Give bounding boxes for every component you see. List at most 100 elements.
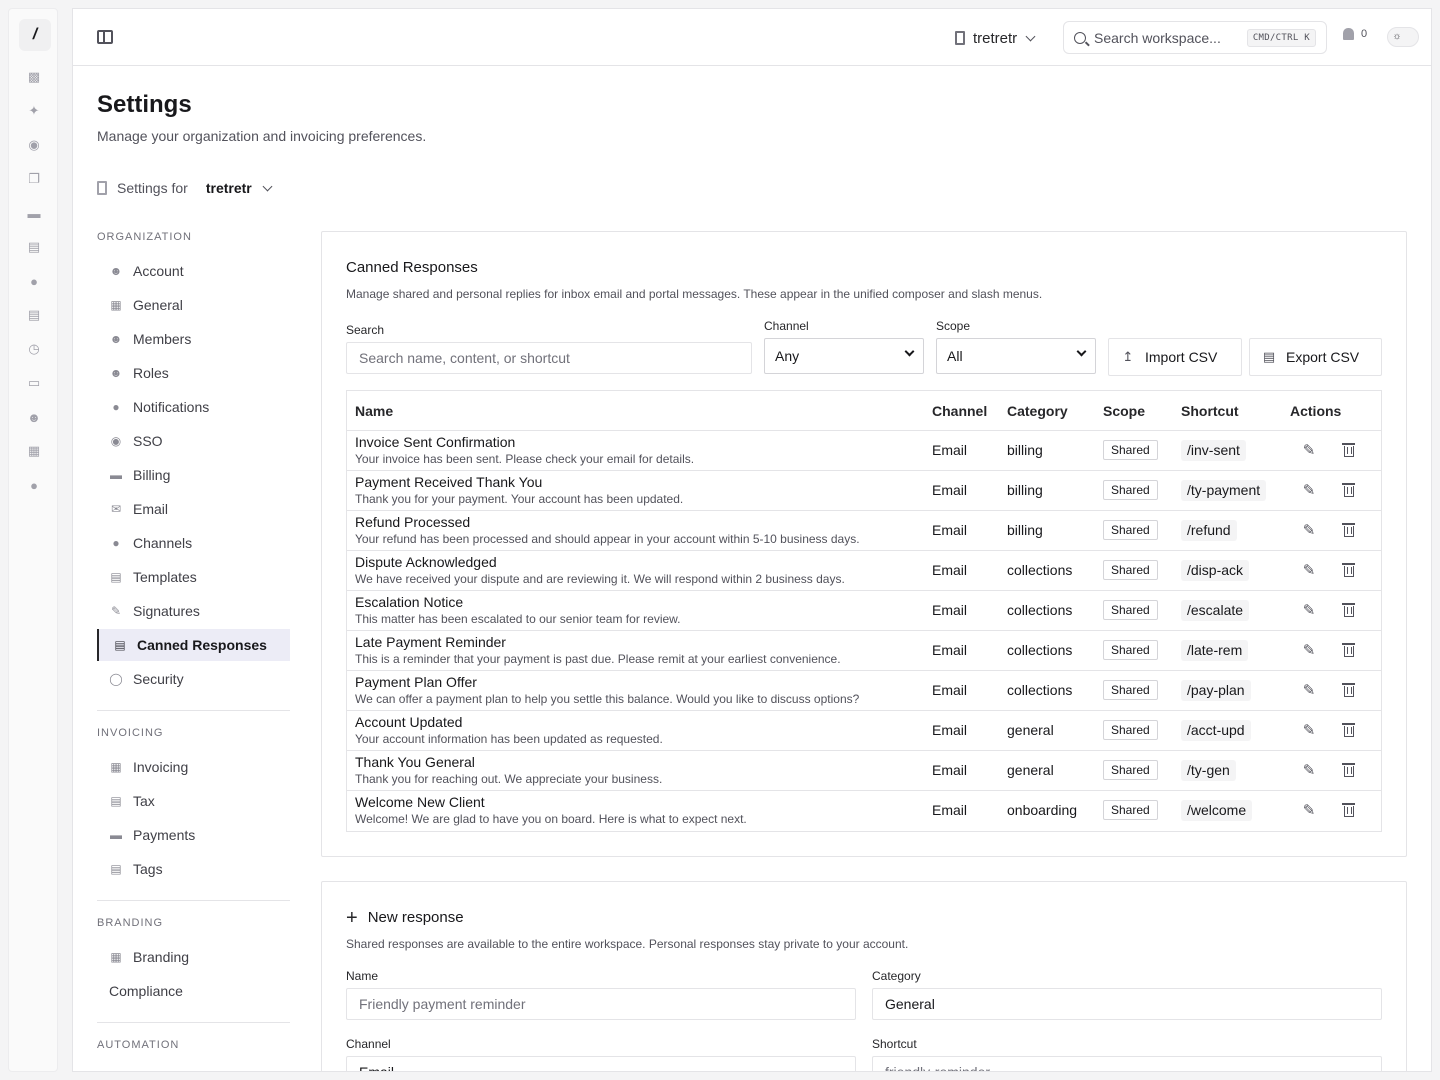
nav-item-signatures[interactable]: ✎ Signatures — [97, 595, 290, 627]
nav-item-email[interactable]: ✉ Email — [97, 493, 290, 525]
trash-icon[interactable] — [1340, 522, 1358, 540]
new-response-description: Shared responses are available to the en… — [346, 937, 909, 951]
table-row[interactable]: Invoice Sent Confirmation Your invoice ha… — [347, 431, 1381, 471]
response-name: Account Updated — [355, 714, 463, 730]
channel-select[interactable]: Email — [346, 1056, 856, 1071]
edit-icon[interactable]: ✎ — [1302, 602, 1316, 619]
workspace-search[interactable]: Search workspace... CMD/CTRL K — [1063, 21, 1327, 54]
edit-icon[interactable]: ✎ — [1302, 682, 1316, 699]
scope-select[interactable]: All — [936, 338, 1096, 374]
trash-icon[interactable] — [1340, 642, 1358, 660]
wallet-icon: ▬ — [110, 828, 122, 842]
copy-icon[interactable]: ❐ — [28, 171, 40, 186]
users-icon[interactable]: ☻ — [27, 409, 41, 425]
response-name: Late Payment Reminder — [355, 634, 506, 650]
theme-toggle[interactable]: ☼ — [1387, 27, 1419, 47]
nav-item-label: Email — [133, 501, 169, 517]
nav-item-canned-responses[interactable]: ▤ Canned Responses — [97, 629, 290, 661]
import-csv-button[interactable]: ↥ Import CSV — [1108, 338, 1242, 376]
chevron-down-icon — [262, 181, 273, 191]
response-name: Thank You General — [355, 754, 475, 770]
trash-icon[interactable] — [1340, 762, 1358, 780]
trash-icon[interactable] — [1340, 442, 1358, 460]
column-header[interactable]: Shortcut — [1181, 403, 1239, 419]
export-csv-button[interactable]: ▤ Export CSV — [1249, 338, 1382, 376]
trash-icon[interactable] — [1340, 602, 1358, 620]
name-input[interactable]: Friendly payment reminder — [346, 988, 856, 1020]
palette-icon[interactable]: ◉ — [28, 137, 40, 152]
edit-icon[interactable]: ✎ — [1302, 562, 1316, 579]
trash-icon[interactable] — [1340, 682, 1358, 700]
settings-for[interactable]: Settings for tretretr — [97, 180, 273, 196]
table-row[interactable]: Late Payment Reminder This is a reminder … — [347, 631, 1381, 671]
edit-icon[interactable]: ✎ — [1302, 802, 1316, 819]
calendar-icon[interactable]: ▦ — [27, 443, 41, 458]
scope-badge: Shared — [1103, 640, 1158, 660]
nav-item-security[interactable]: ◯ Security — [97, 663, 290, 695]
search-input[interactable]: Search name, content, or shortcut — [346, 342, 752, 374]
document-icon[interactable]: ▤ — [27, 239, 41, 254]
category-input[interactable]: General — [872, 988, 1382, 1020]
wand-icon[interactable]: ✦ — [28, 103, 40, 118]
app-logo[interactable]: / — [19, 19, 51, 51]
nav-item-notifications[interactable]: ● Notifications — [97, 391, 290, 423]
trash-icon[interactable] — [1340, 562, 1358, 580]
shortcut-chip: /welcome — [1181, 800, 1253, 821]
trash-icon[interactable] — [1340, 802, 1358, 820]
table-row[interactable]: Dispute Acknowledged We have received you… — [347, 551, 1381, 591]
nav-item-invoicing[interactable]: ▦ Invoicing — [97, 751, 290, 783]
table-row[interactable]: Thank You General Thank you for reaching … — [347, 751, 1381, 791]
nav-item-branding[interactable]: ▦ Branding — [97, 941, 290, 973]
nav-item-account[interactable]: ☻ Account — [97, 255, 290, 287]
edit-icon[interactable]: ✎ — [1302, 482, 1316, 499]
nav-item-billing[interactable]: ▬ Billing — [97, 459, 290, 491]
user-gear-icon: ☻ — [109, 264, 123, 278]
table-row[interactable]: Refund Processed Your refund has been pro… — [347, 511, 1381, 551]
folder-icon[interactable]: ▭ — [27, 375, 41, 390]
trash-icon[interactable] — [1340, 482, 1358, 500]
column-header[interactable]: Scope — [1103, 403, 1146, 419]
response-channel: Email — [932, 722, 968, 738]
column-header[interactable]: Name — [355, 403, 394, 419]
table-row[interactable]: Payment Plan Offer We can offer a payment… — [347, 671, 1381, 711]
org-switcher[interactable]: tretretr — [955, 26, 1036, 50]
nav-item-label: Signatures — [133, 603, 200, 619]
edit-icon[interactable]: ✎ — [1302, 762, 1316, 779]
nav-item-payments[interactable]: ▬ Payments — [97, 819, 290, 851]
sidebar-toggle-icon[interactable] — [97, 30, 113, 44]
edit-icon[interactable]: ✎ — [1302, 642, 1316, 659]
nav-item-tax[interactable]: ▤ Tax — [97, 785, 290, 817]
table-row[interactable]: Payment Received Thank You Thank you for … — [347, 471, 1381, 511]
table-row[interactable]: Account Updated Your account information … — [347, 711, 1381, 751]
table-row[interactable]: Escalation Notice This matter has been es… — [347, 591, 1381, 631]
alert-icon[interactable]: ● — [30, 477, 38, 493]
bell-icon: ● — [112, 400, 120, 414]
invoice-icon[interactable]: ▤ — [27, 307, 41, 322]
clock-icon[interactable]: ◷ — [28, 341, 40, 356]
notifications-button[interactable]: 0 — [1343, 28, 1367, 40]
nav-item-compliance[interactable]: Compliance — [97, 975, 290, 1007]
channel-select[interactable]: Any — [764, 338, 924, 374]
sun-icon: ☼ — [1392, 31, 1402, 42]
nav-item-channels[interactable]: ● Channels — [97, 527, 290, 559]
nav-item-templates[interactable]: ▤ Templates — [97, 561, 290, 593]
inbox-icon[interactable]: ▩ — [27, 69, 41, 84]
nav-item-general[interactable]: ▦ General — [97, 289, 290, 321]
nav-item-roles[interactable]: ☻ Roles — [97, 357, 290, 389]
nav-item-tags[interactable]: ▤ Tags — [97, 853, 290, 885]
column-header[interactable]: Channel — [932, 403, 988, 419]
response-name: Escalation Notice — [355, 594, 464, 610]
edit-icon[interactable]: ✎ — [1302, 442, 1316, 459]
shortcut-input[interactable]: friendly-reminder — [872, 1056, 1382, 1071]
nav-item-members[interactable]: ☻ Members — [97, 323, 290, 355]
trash-icon[interactable] — [1340, 722, 1358, 740]
column-header[interactable]: Category — [1007, 403, 1068, 419]
shortcut-chip: /pay-plan — [1181, 680, 1251, 701]
response-category: collections — [1007, 642, 1073, 658]
edit-icon[interactable]: ✎ — [1302, 722, 1316, 739]
card-icon[interactable]: ▬ — [27, 205, 41, 221]
bell-icon[interactable]: ● — [30, 273, 38, 289]
nav-item-sso[interactable]: ◉ SSO — [97, 425, 290, 457]
table-row[interactable]: Welcome New Client Welcome! We are glad t… — [347, 791, 1381, 831]
edit-icon[interactable]: ✎ — [1302, 522, 1316, 539]
